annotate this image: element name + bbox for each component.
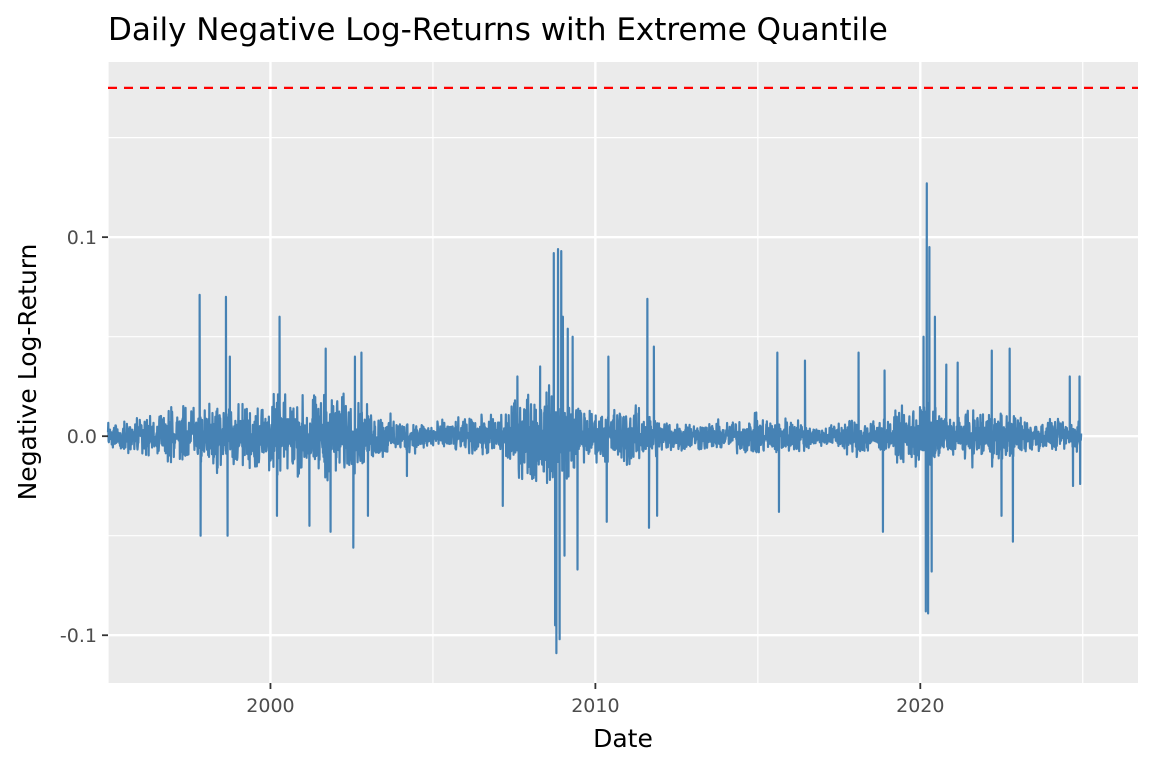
- x-tick-label-2000: 2000: [246, 695, 294, 717]
- x-tick-label-2020: 2020: [896, 695, 944, 717]
- y-tick-label-2: 0.1: [67, 227, 97, 249]
- axis-layer: 2000 2010 2020 -0.1 0.0 0.1: [60, 227, 945, 717]
- x-tick-label-2010: 2010: [571, 695, 619, 717]
- x-axis-title: Date: [593, 724, 653, 753]
- series-layer: [106, 86, 1138, 655]
- y-axis-title: Negative Log-Return: [13, 244, 42, 501]
- chart-title: Daily Negative Log-Returns with Extreme …: [108, 12, 888, 48]
- y-tick-label-1: 0.0: [67, 426, 97, 448]
- plot-panel: [108, 62, 1138, 683]
- returns-line: [106, 182, 1083, 655]
- y-tick-label-0: -0.1: [60, 625, 97, 647]
